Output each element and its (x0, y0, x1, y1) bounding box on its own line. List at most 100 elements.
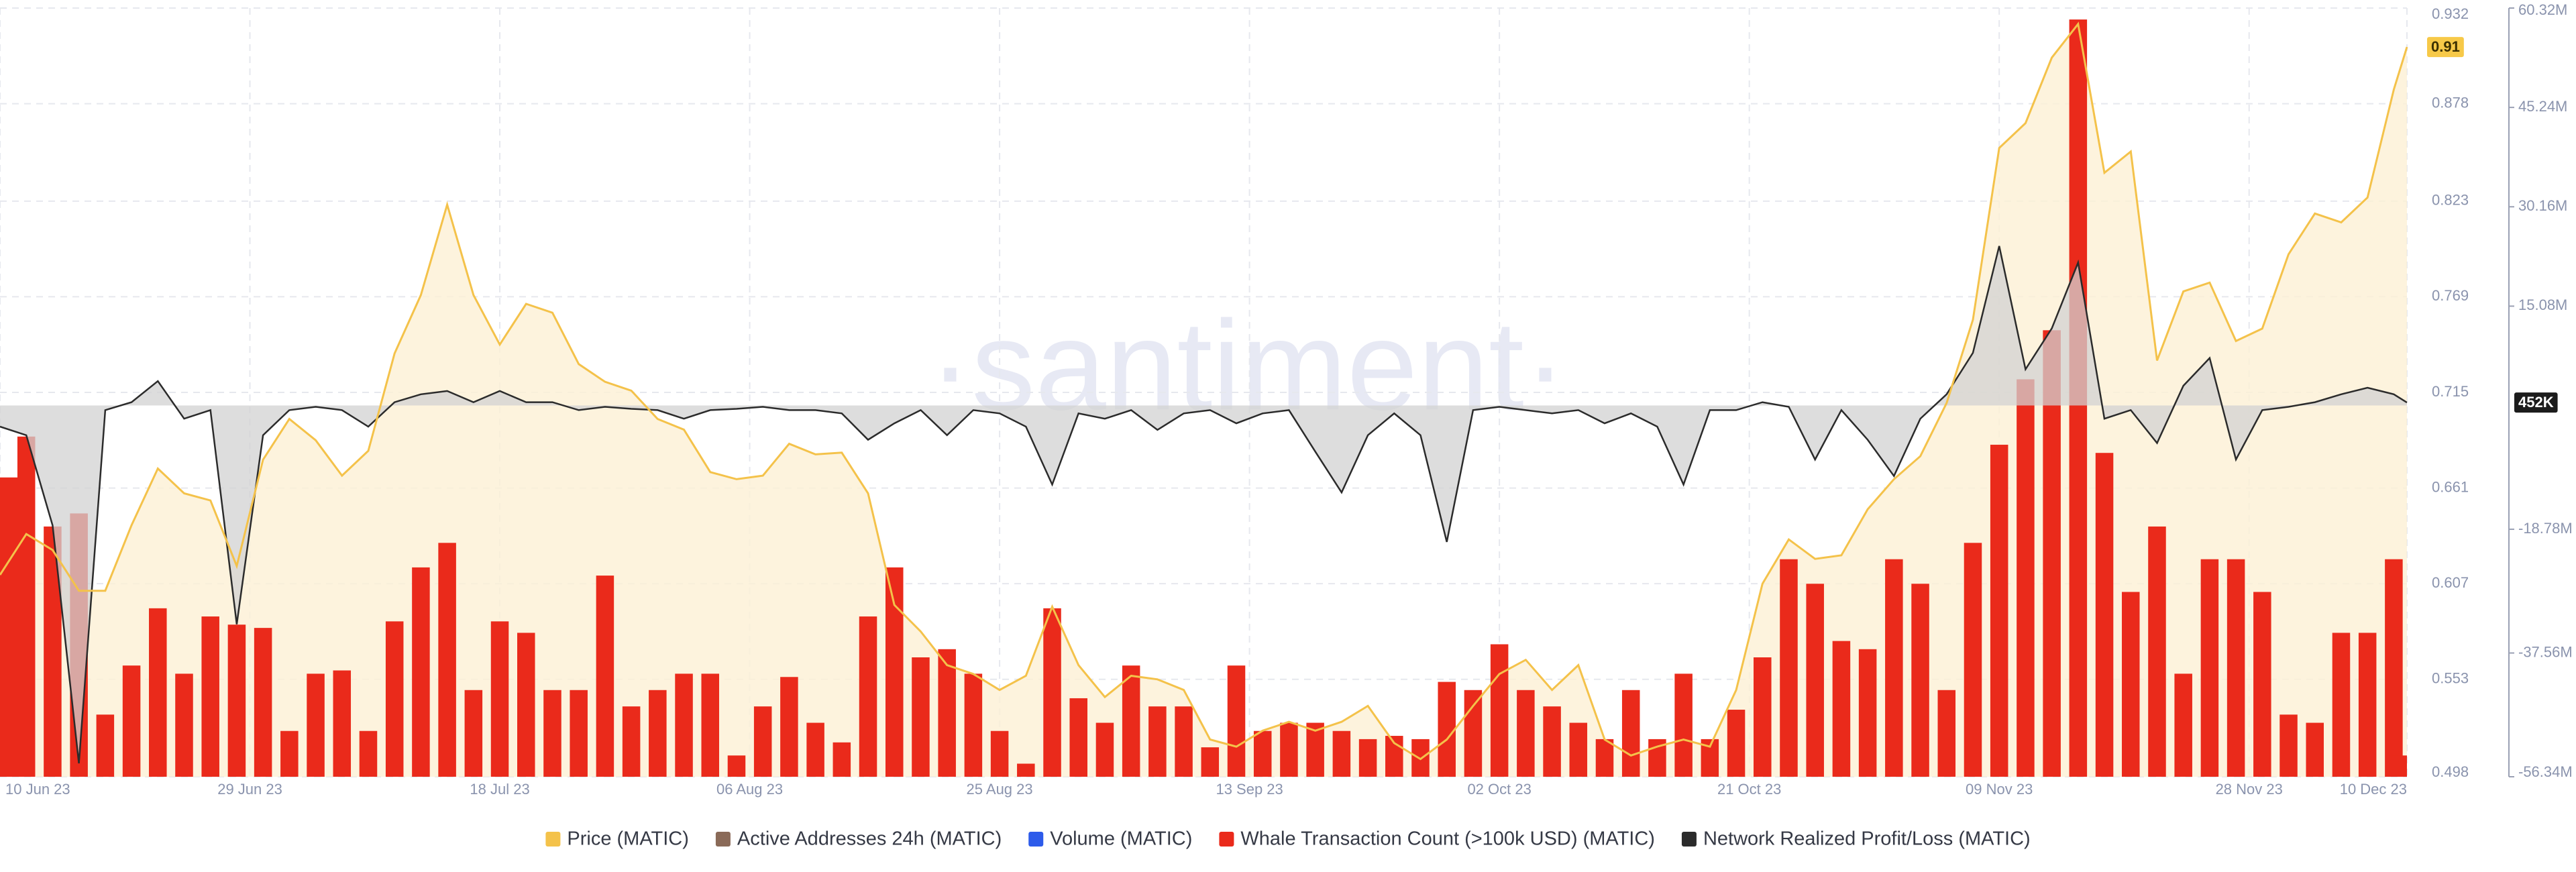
x-tick-label: 02 Oct 23 (1467, 781, 1531, 798)
x-tick-label: 29 Jun 23 (217, 781, 282, 798)
whale-bar (1964, 543, 1982, 777)
whale-bar (2253, 592, 2271, 777)
whale-bar (1885, 559, 1903, 777)
legend-item: Active Addresses 24h (MATIC) (715, 828, 1002, 850)
x-tick-label: 10 Dec 23 (2340, 781, 2407, 798)
y-tick-label: 0.769 (2432, 287, 2469, 304)
whale-bar (1017, 763, 1035, 777)
y-tick-label: 0.932 (2432, 5, 2469, 22)
whale-bar (596, 576, 614, 777)
whale-bar (1175, 706, 1193, 777)
legend-label: Price (MATIC) (567, 828, 689, 850)
whale-bar (96, 714, 115, 777)
whale-bar (859, 616, 877, 777)
whale-bar (1148, 706, 1167, 777)
whale-bar (622, 706, 641, 777)
whale-bar (359, 730, 378, 777)
whale-bar (675, 673, 693, 777)
price-line (0, 21, 2408, 761)
whale-bar (1280, 722, 1298, 777)
whale-bar (1937, 690, 1956, 777)
whale-bar (753, 706, 772, 777)
whale-bar (990, 730, 1009, 777)
whale-bar (2122, 592, 2140, 777)
legend-swatch (715, 832, 731, 847)
whale-bar (201, 616, 219, 777)
whale-bar (833, 742, 851, 777)
legend-label: Network Realized Profit/Loss (MATIC) (1703, 828, 2031, 850)
whale-bar (1990, 445, 2008, 777)
legend-label: Whale Transaction Count (>100k USD) (MAT… (1240, 828, 1655, 850)
whale-bar (2017, 379, 2035, 777)
x-tick-label: 09 Nov 23 (1966, 781, 2033, 798)
value-badge (2427, 37, 2464, 58)
whale-bar (2200, 559, 2219, 777)
legend-item: Whale Transaction Count (>100k USD) (MAT… (1219, 828, 1655, 850)
y-tick-label: 0.715 (2432, 383, 2469, 400)
whale-bar (2358, 633, 2377, 777)
whale-bar (806, 722, 824, 777)
x-tick-label: 28 Nov 23 (2216, 781, 2283, 798)
whale-bar (727, 755, 746, 777)
whale-bar (885, 567, 904, 777)
y2-tick-label: 60.32M (2518, 1, 2567, 18)
whale-bar (1438, 682, 1456, 777)
whale-bar (1043, 608, 1061, 777)
legend-label: Active Addresses 24h (MATIC) (737, 828, 1002, 850)
whale-bar (1095, 722, 1114, 777)
whale-bar (175, 673, 193, 777)
whale-bar (464, 690, 483, 777)
whale-bar (2174, 673, 2192, 777)
pl-line (0, 246, 2408, 764)
whale-bar (2385, 559, 2403, 777)
legend-item: Volume (MATIC) (1028, 828, 1192, 850)
y2-tick-label: 45.24M (2518, 98, 2567, 115)
x-tick-label: 06 Aug 23 (716, 781, 783, 798)
whale-bar (122, 665, 141, 777)
whale-bar (2279, 714, 2298, 777)
whale-bar (490, 621, 509, 777)
x-tick-label: 13 Sep 23 (1216, 781, 1283, 798)
value-badge-text: 452K (2518, 394, 2554, 411)
whale-bar (0, 477, 18, 777)
whale-bar (1490, 644, 1509, 777)
whale-bar (912, 657, 930, 777)
whale-bar (307, 673, 325, 777)
whale-bar (570, 690, 588, 777)
whale-bar (17, 436, 36, 777)
legend-item: Network Realized Profit/Loss (MATIC) (1681, 828, 2031, 850)
value-badge (2514, 392, 2558, 413)
whale-bar (1858, 649, 1877, 777)
legend-swatch (545, 832, 561, 847)
whale-bar (2095, 453, 2114, 777)
x-tick-label: 25 Aug 23 (967, 781, 1033, 798)
y-tick-label: 0.823 (2432, 192, 2469, 209)
y2-tick-label: -37.56M (2518, 643, 2573, 660)
whale-bar (1122, 665, 1140, 777)
legend-swatch (1681, 832, 1697, 847)
whale-bar (964, 673, 983, 777)
y2-tick-label: 15.08M (2518, 296, 2567, 313)
whale-bar (1543, 706, 1561, 777)
whale-bar (2226, 559, 2245, 777)
y-tick-label: 0.553 (2432, 670, 2469, 687)
whale-bar (2332, 633, 2351, 777)
whale-bar (1780, 559, 1798, 777)
whale-bar (254, 628, 272, 777)
legend-label: Volume (MATIC) (1050, 828, 1192, 850)
x-tick-label: 10 Jun 23 (5, 781, 70, 798)
whale-bar (412, 567, 430, 777)
whale-bar (1674, 673, 1693, 777)
whale-bar (649, 690, 667, 777)
legend-swatch (1219, 832, 1234, 847)
whale-bar (2389, 755, 2407, 777)
x-tick-label: 18 Jul 23 (470, 781, 529, 798)
whale-bar (385, 621, 404, 777)
whale-bar (517, 633, 535, 777)
whale-bar (1754, 657, 1772, 777)
legend: Price (MATIC) Active Addresses 24h (MATIC… (545, 828, 2031, 850)
whale-bar (1306, 722, 1324, 777)
y-tick-label: 0.661 (2432, 478, 2469, 495)
whale-bar (1464, 690, 1483, 777)
